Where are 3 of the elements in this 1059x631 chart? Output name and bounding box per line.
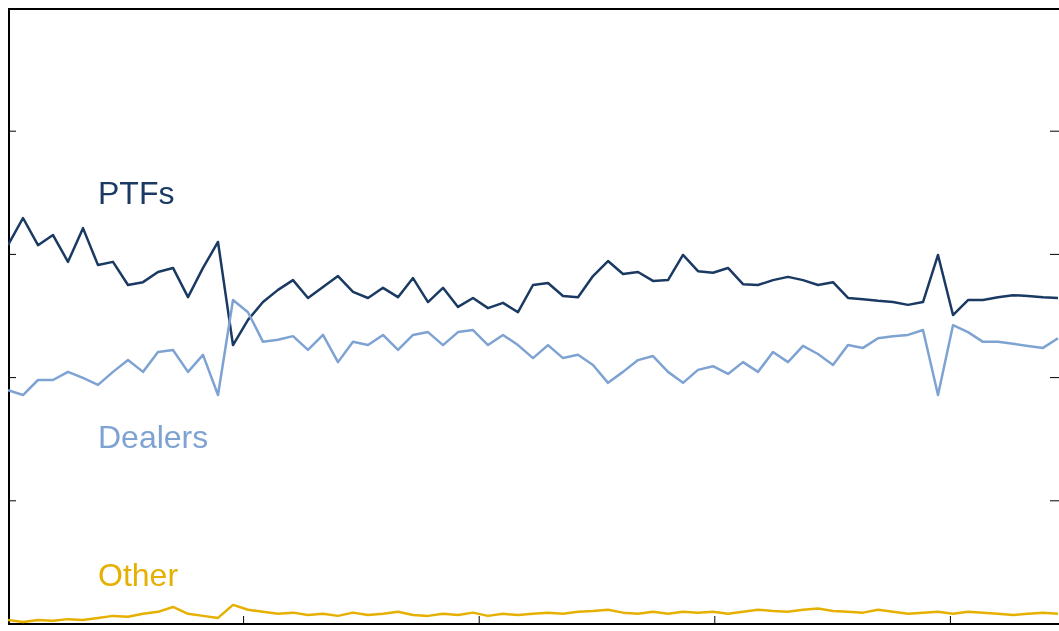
series-label: Other	[98, 557, 179, 594]
series-label: PTFs	[98, 174, 175, 211]
series-label: Dealers	[98, 419, 209, 456]
